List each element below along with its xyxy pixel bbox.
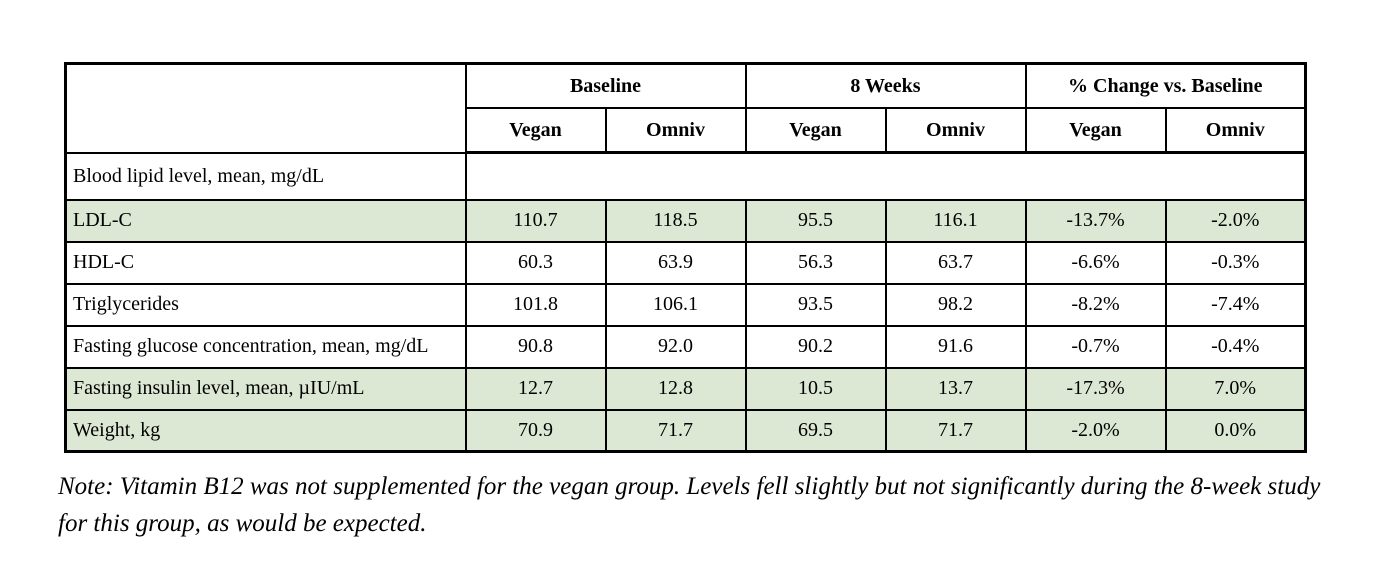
value-cell: -2.0% bbox=[1164, 198, 1307, 243]
value-cell: 13.7 bbox=[884, 366, 1027, 411]
section-empty-cell bbox=[464, 151, 1307, 201]
value-cell: 71.7 bbox=[884, 408, 1027, 453]
subheader-baseline-vegan: Vegan bbox=[464, 107, 607, 154]
value-cell: 12.7 bbox=[464, 366, 607, 411]
value-cell: 90.2 bbox=[744, 324, 887, 369]
value-cell: 101.8 bbox=[464, 282, 607, 327]
value-cell: -6.6% bbox=[1024, 240, 1167, 285]
value-cell: 116.1 bbox=[884, 198, 1027, 243]
row-label: Triglycerides bbox=[64, 282, 467, 327]
table-row: LDL-C 110.7 118.5 95.5 116.1 -13.7% -2.0% bbox=[64, 198, 1307, 243]
row-label: HDL-C bbox=[64, 240, 467, 285]
subheader-8weeks-vegan: Vegan bbox=[744, 107, 887, 154]
value-cell: 69.5 bbox=[744, 408, 887, 453]
value-cell: 110.7 bbox=[464, 198, 607, 243]
value-cell: 118.5 bbox=[604, 198, 747, 243]
column-group-8weeks: 8 Weeks bbox=[744, 62, 1027, 109]
table-row: Weight, kg 70.9 71.7 69.5 71.7 -2.0% 0.0% bbox=[64, 408, 1307, 453]
row-label: Weight, kg bbox=[64, 408, 467, 453]
value-cell: -2.0% bbox=[1024, 408, 1167, 453]
value-cell: 63.9 bbox=[604, 240, 747, 285]
value-cell: 92.0 bbox=[604, 324, 747, 369]
group-header-row: Baseline 8 Weeks % Change vs. Baseline bbox=[64, 62, 1307, 154]
value-cell: -0.3% bbox=[1164, 240, 1307, 285]
column-group-baseline: Baseline bbox=[464, 62, 747, 109]
value-cell: -8.2% bbox=[1024, 282, 1167, 327]
value-cell: -7.4% bbox=[1164, 282, 1307, 327]
value-cell: 98.2 bbox=[884, 282, 1027, 327]
value-cell: 12.8 bbox=[604, 366, 747, 411]
value-cell: 93.5 bbox=[744, 282, 887, 327]
note-text: Note: Vitamin B12 was not supplemented f… bbox=[58, 473, 1321, 537]
subheader-8weeks-omniv: Omniv bbox=[884, 107, 1027, 154]
table-row: Fasting glucose concentration, mean, mg/… bbox=[64, 324, 1307, 369]
value-cell: -0.7% bbox=[1024, 324, 1167, 369]
value-cell: 71.7 bbox=[604, 408, 747, 453]
corner-cell bbox=[64, 62, 467, 154]
row-label: LDL-C bbox=[64, 198, 467, 243]
section-row: Blood lipid level, mean, mg/dL bbox=[64, 151, 1307, 201]
value-cell: 60.3 bbox=[464, 240, 607, 285]
row-label: Fasting insulin level, mean, µIU/mL bbox=[64, 366, 467, 411]
table-row: HDL-C 60.3 63.9 56.3 63.7 -6.6% -0.3% bbox=[64, 240, 1307, 285]
value-cell: 106.1 bbox=[604, 282, 747, 327]
value-cell: -0.4% bbox=[1164, 324, 1307, 369]
table-row: Triglycerides 101.8 106.1 93.5 98.2 -8.2% -7.4… bbox=[64, 282, 1307, 327]
value-cell: 56.3 bbox=[744, 240, 887, 285]
subheader-change-omniv: Omniv bbox=[1164, 107, 1307, 154]
value-cell: 63.7 bbox=[884, 240, 1027, 285]
section-label: Blood lipid level, mean, mg/dL bbox=[64, 151, 467, 201]
subheader-change-vegan: Vegan bbox=[1024, 107, 1167, 154]
results-table: Baseline 8 Weeks % Change vs. Baseline V… bbox=[64, 62, 1307, 453]
value-cell: 90.8 bbox=[464, 324, 607, 369]
value-cell: 0.0% bbox=[1164, 408, 1307, 453]
sub-header-row: Vegan Omniv Vegan Omniv Vegan Omniv bbox=[66, 107, 1307, 154]
value-cell: -13.7% bbox=[1024, 198, 1167, 243]
value-cell: -17.3% bbox=[1024, 366, 1167, 411]
value-cell: 10.5 bbox=[744, 366, 887, 411]
row-label: Fasting glucose concentration, mean, mg/… bbox=[64, 324, 467, 369]
value-cell: 95.5 bbox=[744, 198, 887, 243]
value-cell: 91.6 bbox=[884, 324, 1027, 369]
subheader-baseline-omniv: Omniv bbox=[604, 107, 747, 154]
value-cell: 70.9 bbox=[464, 408, 607, 453]
table-row: Fasting insulin level, mean, µIU/mL 12.7 1… bbox=[64, 366, 1307, 411]
column-group-pct-change: % Change vs. Baseline bbox=[1024, 62, 1307, 109]
value-cell: 7.0% bbox=[1164, 366, 1307, 411]
